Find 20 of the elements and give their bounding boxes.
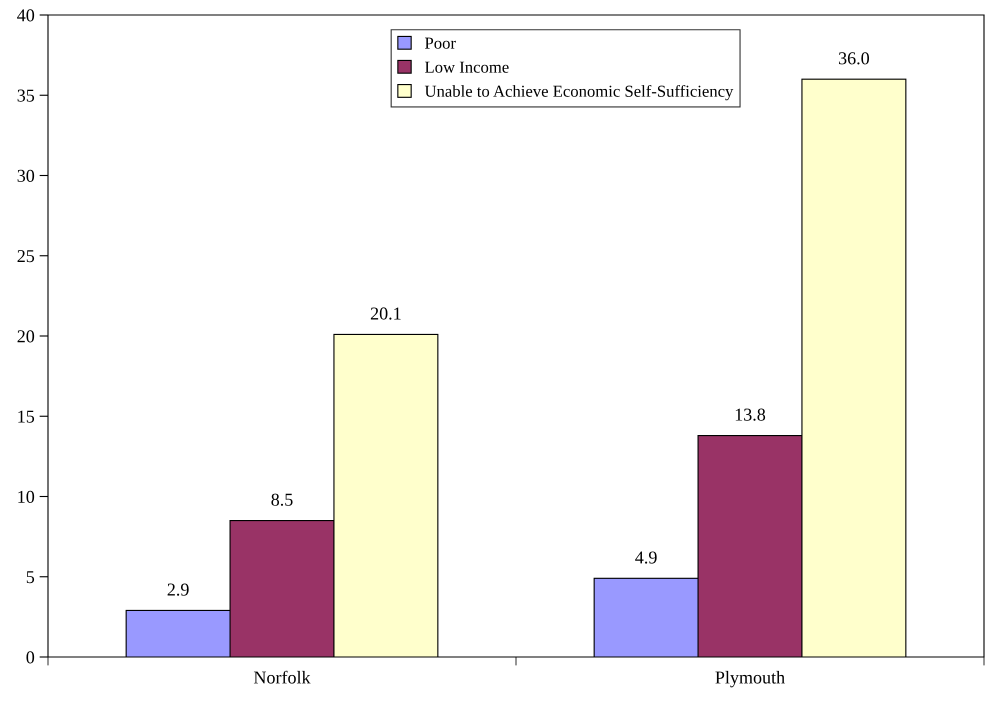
x-tick-label: Plymouth: [715, 670, 785, 688]
data-label: 36.0: [838, 52, 870, 64]
data-label: 20.1: [370, 307, 401, 320]
y-tick-label: 20: [18, 330, 34, 342]
y-tick-label: 40: [17, 9, 34, 22]
y-tick-label: 35: [18, 90, 34, 102]
data-label: 8.5: [271, 494, 293, 506]
y-tick-label: 5: [26, 571, 34, 584]
data-label: 13.8: [736, 408, 766, 421]
y-tick-label: 0: [26, 651, 34, 664]
legend-label: Low Income: [424, 62, 509, 73]
legend-label: Poor: [424, 38, 456, 49]
data-label: 4.9: [635, 551, 657, 564]
y-tick-label: 25: [18, 250, 34, 262]
data-label: 2.9: [168, 584, 189, 596]
y-tick-label: 30: [18, 170, 34, 182]
x-tick-label: Norfolk: [254, 670, 311, 684]
y-tick-label: 10: [18, 490, 34, 503]
y-tick-label: 15: [18, 410, 34, 423]
legend-label: Unable to Achieve Economic Self-Sufficiency: [424, 84, 734, 100]
